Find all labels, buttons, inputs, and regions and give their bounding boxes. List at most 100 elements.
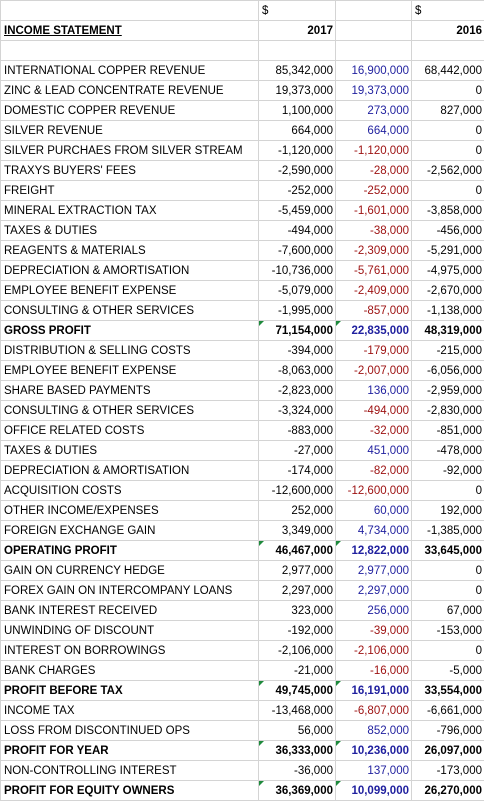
value-change[interactable]: -5,761,000 [335, 260, 412, 281]
value-change[interactable]: -1,601,000 [335, 200, 412, 221]
value-2017[interactable]: 85,342,000 [258, 60, 336, 81]
value-2016[interactable]: 0 [411, 580, 484, 601]
value-2017[interactable]: -252,000 [258, 180, 336, 201]
value-2017[interactable]: -1,120,000 [258, 140, 336, 161]
value-2017[interactable]: 3,349,000 [258, 520, 336, 541]
row-label[interactable]: BANK CHARGES [0, 660, 259, 681]
value-change[interactable]: 22,835,000 [335, 320, 412, 341]
row-label[interactable]: EMPLOYEE BENEFIT EXPENSE [0, 360, 259, 381]
value-change[interactable]: -38,000 [335, 220, 412, 241]
row-label[interactable]: OTHER INCOME/EXPENSES [0, 500, 259, 521]
value-change[interactable]: -32,000 [335, 420, 412, 441]
value-2017[interactable]: -1,995,000 [258, 300, 336, 321]
value-2017[interactable]: -2,106,000 [258, 640, 336, 661]
value-2017[interactable]: -5,079,000 [258, 280, 336, 301]
value-change[interactable]: 10,099,000 [335, 780, 412, 801]
value-2016[interactable]: -92,000 [411, 460, 484, 481]
value-2017[interactable]: 2,977,000 [258, 560, 336, 581]
cell[interactable] [335, 40, 412, 61]
value-2016[interactable]: 26,270,000 [411, 780, 484, 801]
value-2017[interactable]: -192,000 [258, 620, 336, 641]
value-2016[interactable]: -456,000 [411, 220, 484, 241]
value-2016[interactable]: 0 [411, 560, 484, 581]
row-label[interactable]: PROFIT BEFORE TAX [0, 680, 259, 701]
value-2017[interactable]: -3,324,000 [258, 400, 336, 421]
row-label[interactable]: LOSS FROM DISCONTINUED OPS [0, 720, 259, 741]
value-change[interactable]: -2,409,000 [335, 280, 412, 301]
statement-title-cell[interactable]: INCOME STATEMENT [0, 20, 259, 41]
value-2017[interactable]: -5,459,000 [258, 200, 336, 221]
value-2017[interactable]: -174,000 [258, 460, 336, 481]
row-label[interactable]: CONSULTING & OTHER SERVICES [0, 400, 259, 421]
value-2017[interactable]: 71,154,000 [258, 320, 336, 341]
value-2016[interactable]: -4,975,000 [411, 260, 484, 281]
row-label[interactable]: INCOME TAX [0, 700, 259, 721]
value-change[interactable]: -2,106,000 [335, 640, 412, 661]
value-2017[interactable]: -394,000 [258, 340, 336, 361]
row-label[interactable]: TAXES & DUTIES [0, 220, 259, 241]
value-change[interactable]: -6,807,000 [335, 700, 412, 721]
cell[interactable] [0, 40, 259, 61]
value-change[interactable]: 2,977,000 [335, 560, 412, 581]
value-change[interactable]: 273,000 [335, 100, 412, 121]
value-change[interactable]: 137,000 [335, 760, 412, 781]
row-label[interactable]: TAXES & DUTIES [0, 440, 259, 461]
value-change[interactable]: -39,000 [335, 620, 412, 641]
row-label[interactable]: OFFICE RELATED COSTS [0, 420, 259, 441]
row-label[interactable]: MINERAL EXTRACTION TAX [0, 200, 259, 221]
value-2017[interactable]: -10,736,000 [258, 260, 336, 281]
value-2016[interactable]: 192,000 [411, 500, 484, 521]
row-label[interactable]: DEPRECIATION & AMORTISATION [0, 460, 259, 481]
value-2017[interactable]: 323,000 [258, 600, 336, 621]
value-change[interactable]: 16,900,000 [335, 60, 412, 81]
value-change[interactable]: -179,000 [335, 340, 412, 361]
currency-symbol-2016[interactable]: $ [411, 0, 484, 21]
value-2017[interactable]: -883,000 [258, 420, 336, 441]
value-2016[interactable]: -796,000 [411, 720, 484, 741]
cell[interactable] [335, 20, 412, 41]
row-label[interactable]: PROFIT FOR YEAR [0, 740, 259, 761]
value-2016[interactable]: 0 [411, 80, 484, 101]
value-2017[interactable]: -21,000 [258, 660, 336, 681]
value-change[interactable]: 19,373,000 [335, 80, 412, 101]
row-label[interactable]: SILVER REVENUE [0, 120, 259, 141]
value-change[interactable]: -494,000 [335, 400, 412, 421]
value-2016[interactable]: -2,830,000 [411, 400, 484, 421]
value-2016[interactable]: -173,000 [411, 760, 484, 781]
value-change[interactable]: 16,191,000 [335, 680, 412, 701]
value-2016[interactable]: -5,000 [411, 660, 484, 681]
cell[interactable] [335, 0, 412, 21]
currency-symbol-2017[interactable]: $ [258, 0, 336, 21]
value-change[interactable]: 4,734,000 [335, 520, 412, 541]
value-2017[interactable]: -2,823,000 [258, 380, 336, 401]
row-label[interactable]: FREIGHT [0, 180, 259, 201]
value-2016[interactable]: 33,645,000 [411, 540, 484, 561]
cell[interactable] [258, 40, 336, 61]
value-change[interactable]: 10,236,000 [335, 740, 412, 761]
value-2016[interactable]: 0 [411, 480, 484, 501]
year-2016-header[interactable]: 2016 [411, 20, 484, 41]
year-2017-header[interactable]: 2017 [258, 20, 336, 41]
value-2017[interactable]: -8,063,000 [258, 360, 336, 381]
value-2016[interactable]: 67,000 [411, 600, 484, 621]
value-change[interactable]: 664,000 [335, 120, 412, 141]
value-2017[interactable]: -12,600,000 [258, 480, 336, 501]
value-2017[interactable]: -2,590,000 [258, 160, 336, 181]
value-change[interactable]: -82,000 [335, 460, 412, 481]
row-label[interactable]: ZINC & LEAD CONCENTRATE REVENUE [0, 80, 259, 101]
value-2017[interactable]: 1,100,000 [258, 100, 336, 121]
value-2016[interactable]: -1,385,000 [411, 520, 484, 541]
value-2016[interactable]: -2,562,000 [411, 160, 484, 181]
value-2017[interactable]: 46,467,000 [258, 540, 336, 561]
value-2016[interactable]: 26,097,000 [411, 740, 484, 761]
row-label[interactable]: GAIN ON CURRENCY HEDGE [0, 560, 259, 581]
value-change[interactable]: 852,000 [335, 720, 412, 741]
value-change[interactable]: 136,000 [335, 380, 412, 401]
value-2017[interactable]: 2,297,000 [258, 580, 336, 601]
row-label[interactable]: OPERATING PROFIT [0, 540, 259, 561]
row-label[interactable]: BANK INTEREST RECEIVED [0, 600, 259, 621]
row-label[interactable]: INTEREST ON BORROWINGS [0, 640, 259, 661]
value-change[interactable]: 256,000 [335, 600, 412, 621]
row-label[interactable]: DISTRIBUTION & SELLING COSTS [0, 340, 259, 361]
value-2017[interactable]: 36,369,000 [258, 780, 336, 801]
